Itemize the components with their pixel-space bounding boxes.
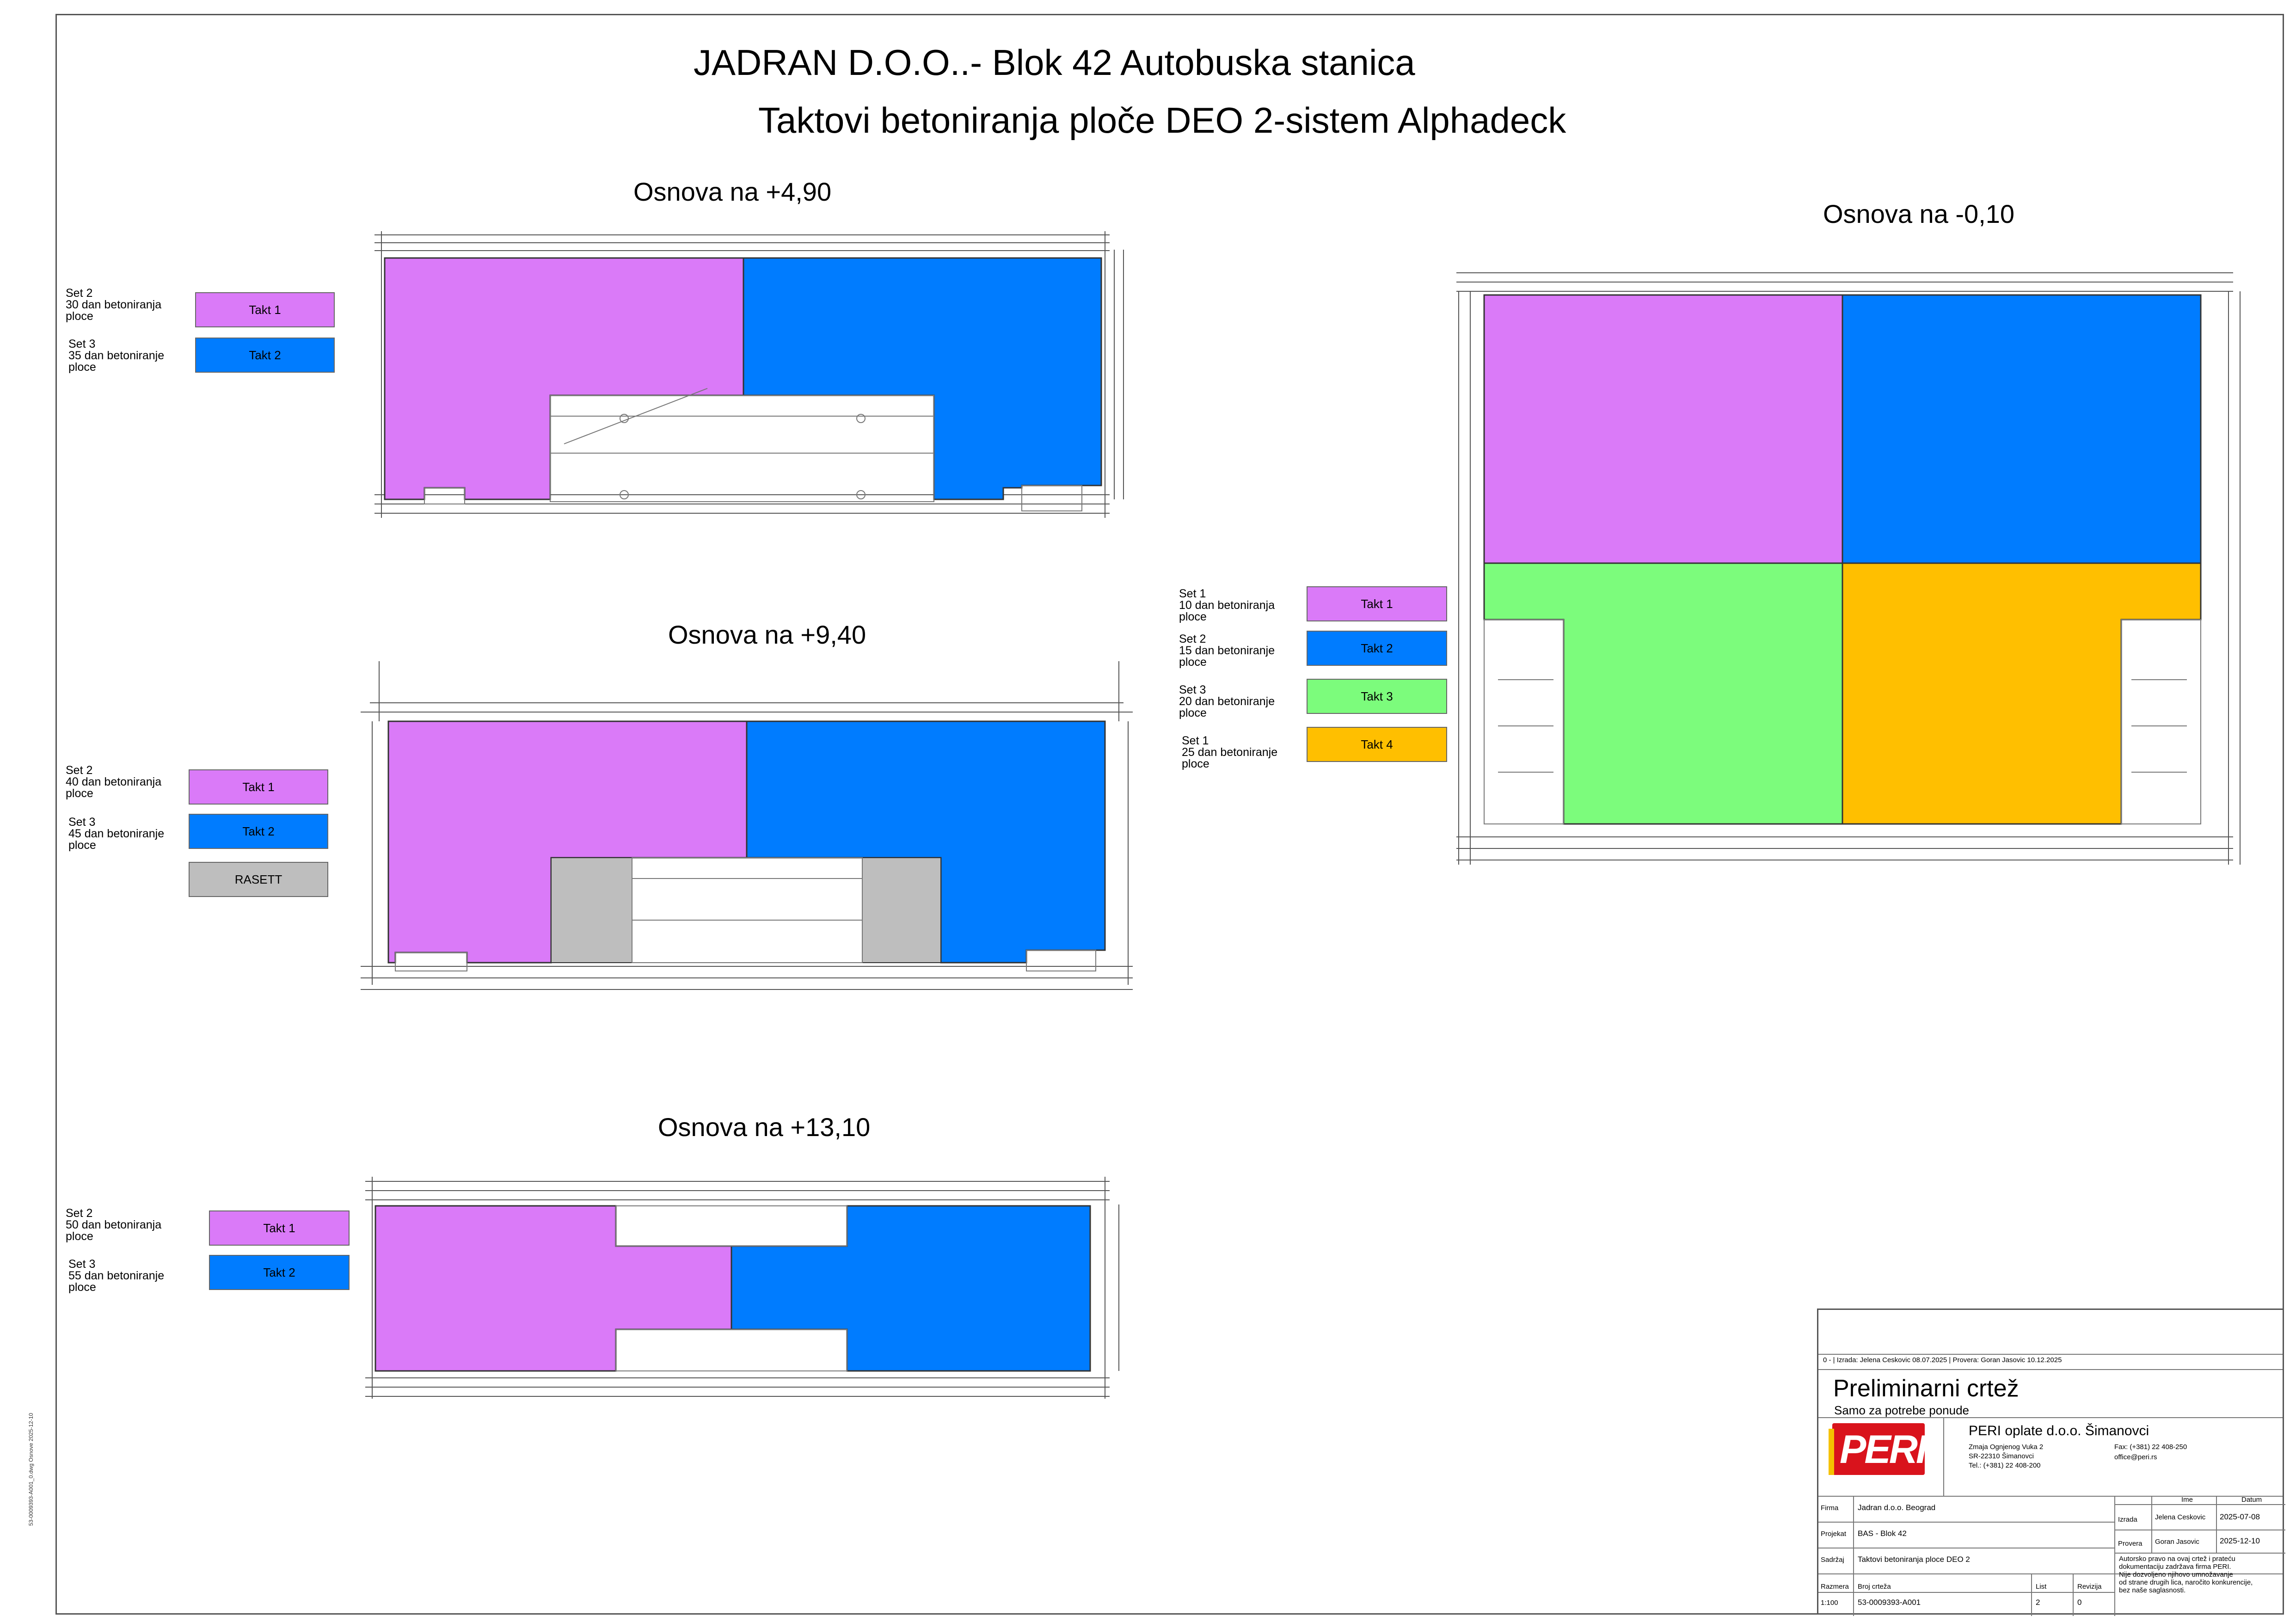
firma-label: Firma <box>1821 1504 1839 1512</box>
floor-plan-940-drawing <box>361 661 1133 990</box>
title-block: 0 - | Izrada: Jelena Ceskovic 08.07.2025… <box>1817 1309 2285 1616</box>
legend-set-label: Set 3 35 dan betoniranje ploce <box>68 338 165 374</box>
legend-set-label: Set 2 50 dan betoniranja ploce <box>66 1207 162 1243</box>
company-email: office@peri.rs <box>2114 1453 2157 1461</box>
takt-2-swatch: Takt 2 <box>189 814 328 849</box>
plan-title-1310: Osnova na +13,10 <box>658 1112 871 1142</box>
rasett-area <box>551 857 632 963</box>
preliminary-sub: Samo za potrebe ponude <box>1834 1403 1969 1417</box>
broj-crteza-label: Broj crteža <box>1858 1583 1891 1591</box>
rasett-area <box>862 857 941 963</box>
broj-crteza-value: 53-0009393-A001 <box>1858 1598 1921 1607</box>
floor-plan-940 <box>351 661 1147 999</box>
plan-title-010: Osnova na -0,10 <box>1823 199 2015 228</box>
takt-1-swatch: Takt 1 <box>1307 586 1447 621</box>
floor-plan-490-drawing <box>374 231 1124 518</box>
drawing-title: JADRAN D.O.O..- Blok 42 Autobuska stanic… <box>694 42 1415 83</box>
takt-2-swatch: Takt 2 <box>209 1255 350 1290</box>
takt-3-area <box>1483 562 1843 825</box>
company-name: PERI oplate d.o.o. Šimanovci <box>1969 1423 2149 1438</box>
takt-2-area <box>731 1205 1091 1372</box>
floor-plan-010-drawing <box>1456 272 2241 865</box>
legend-set-label: Set 1 25 dan betoniranje ploce <box>1182 734 1278 770</box>
takt-1-area <box>374 1205 732 1372</box>
legend-set-label: Set 3 45 dan betoniranje ploce <box>68 816 165 852</box>
floor-plan-490 <box>365 222 1142 546</box>
list-label: List <box>2036 1583 2047 1591</box>
provera-label: Provera <box>2118 1540 2143 1548</box>
takt-2-area <box>743 257 1102 500</box>
company-fax: Fax: (+381) 22 408-250 <box>2114 1443 2187 1451</box>
floor-plan-1310-drawing <box>365 1177 1119 1399</box>
list-value: 2 <box>2036 1598 2040 1607</box>
razmera-label: Razmera <box>1821 1583 1849 1591</box>
izrada-date: 2025-07-08 <box>2220 1512 2260 1521</box>
legend-set-label: Set 2 15 dan betoniranje ploce <box>1179 633 1275 669</box>
takt-1-area <box>1483 294 1843 564</box>
revizija-label: Revizija <box>2077 1583 2102 1591</box>
company-address-1: Zmaja Ognjenog Vuka 2 <box>1969 1443 2044 1451</box>
revizija-value: 0 <box>2077 1598 2082 1607</box>
copyright-note: Autorsko pravo na ovaj crtež i prateću do… <box>2119 1555 2253 1594</box>
legend-set-label: Set 1 10 dan betoniranja ploce <box>1179 587 1275 623</box>
revision-line: 0 - | Izrada: Jelena Ceskovic 08.07.2025… <box>1823 1356 2062 1364</box>
plan-title-940: Osnova na +9,40 <box>668 620 866 649</box>
izrada-name: Jelena Ceskovic <box>2155 1513 2206 1521</box>
takt-2-swatch: Takt 2 <box>195 338 335 373</box>
company-address-2: SR-22310 Šimanovci <box>1969 1452 2034 1460</box>
takt-4-swatch: Takt 4 <box>1307 727 1447 762</box>
takt-2-area <box>1842 294 2202 564</box>
floor-plan-010 <box>1447 264 2252 892</box>
projekat-value: BAS - Blok 42 <box>1858 1529 1907 1538</box>
takt-1-swatch: Takt 1 <box>209 1210 350 1246</box>
takt-1-swatch: Takt 1 <box>189 769 328 805</box>
drawing-frame <box>55 14 2284 1615</box>
razmera-value: 1:100 <box>1821 1599 1838 1607</box>
preliminary-label: Preliminarni crtež <box>1833 1375 2019 1402</box>
rasett-swatch: RASETT <box>189 862 328 897</box>
firma-value: Jadran d.o.o. Beograd <box>1858 1503 1936 1512</box>
sadrzaj-label: Sadržaj <box>1821 1556 1844 1564</box>
sadrzaj-value: Taktovi betoniranja ploce DEO 2 <box>1858 1555 1970 1564</box>
provera-date: 2025-12-10 <box>2220 1536 2260 1545</box>
datum-label: Datum <box>2241 1496 2262 1504</box>
izrada-label: Izrada <box>2118 1516 2137 1524</box>
legend-set-label: Set 2 30 dan betoniranja ploce <box>66 287 162 323</box>
floor-plan-1310 <box>356 1167 1142 1417</box>
takt-1-swatch: Takt 1 <box>195 292 335 327</box>
plan-title-490: Osnova na +4,90 <box>633 177 832 206</box>
company-phone: Tel.: (+381) 22 408-200 <box>1969 1462 2041 1469</box>
file-reference: 53-0009393-A001_0.dwg Osnove 2025-12-10 <box>28 1413 34 1526</box>
legend-set-label: Set 3 55 dan betoniranje ploce <box>68 1258 165 1294</box>
projekat-label: Projekat <box>1821 1530 1847 1538</box>
ime-label: Ime <box>2181 1496 2193 1504</box>
takt-1-area <box>384 257 744 500</box>
peri-logo: PERI <box>1829 1423 1927 1475</box>
drawing-subtitle: Taktovi betoniranja ploče DEO 2-sistem A… <box>758 100 1566 141</box>
takt-4-area <box>1842 562 2202 825</box>
takt-2-swatch: Takt 2 <box>1307 631 1447 666</box>
provera-name: Goran Jasovic <box>2155 1538 2199 1546</box>
takt-3-swatch: Takt 3 <box>1307 679 1447 714</box>
legend-set-label: Set 2 40 dan betoniranja ploce <box>66 764 162 800</box>
legend-set-label: Set 3 20 dan betoniranje ploce <box>1179 683 1275 719</box>
